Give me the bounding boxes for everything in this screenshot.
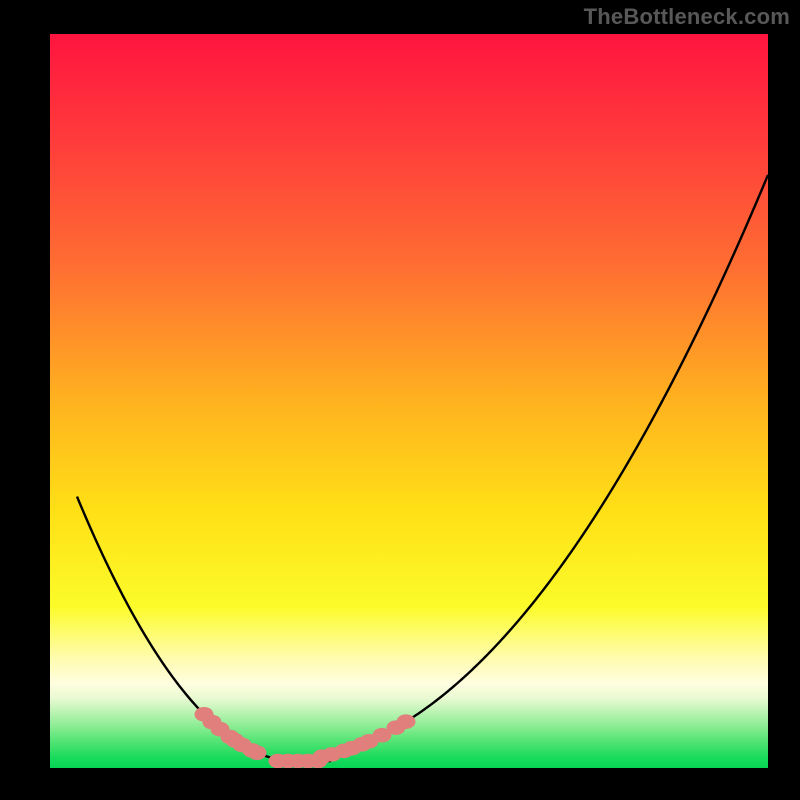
chart-svg [0,0,800,800]
watermark-text: TheBottleneck.com [584,4,790,30]
marker-dot [248,745,267,760]
marker-dot [397,714,416,729]
chart-stage: TheBottleneck.com [0,0,800,800]
marker-dot [309,754,328,769]
plot-background-gradient [50,34,768,768]
